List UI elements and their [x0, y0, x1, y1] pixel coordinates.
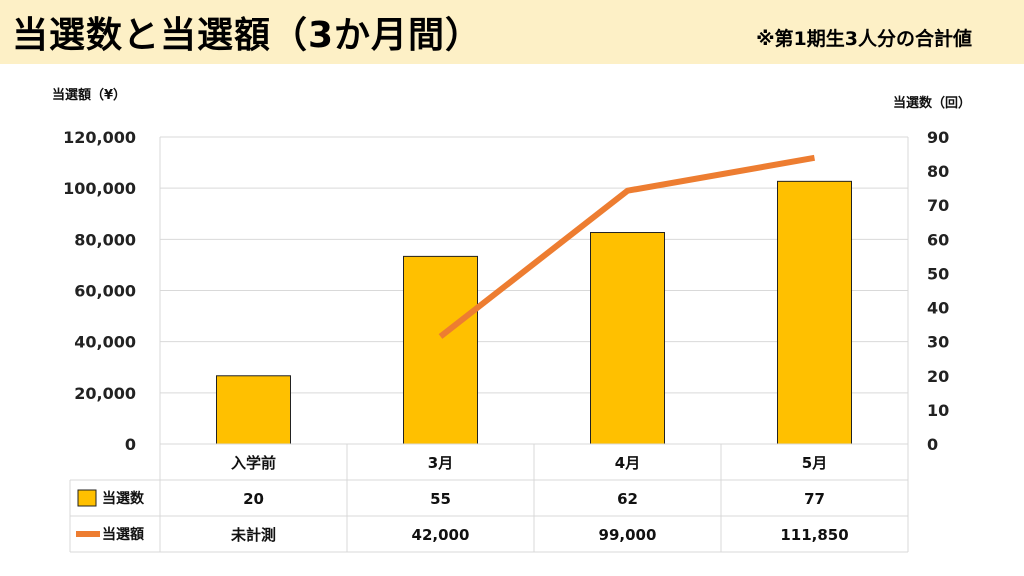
line-当選額 [438, 154, 816, 339]
table-row-label: 当選数 [102, 490, 145, 507]
left-axis-title: 当選額（¥） [52, 88, 127, 103]
header-note: ※第1期生3人分の合計値 [756, 28, 972, 50]
left-axis-tick-label: 60,000 [74, 282, 136, 301]
left-axis-tick-label: 0 [125, 435, 136, 454]
right-axis-tick-label: 20 [927, 367, 949, 386]
right-axis-tick-label: 50 [927, 264, 949, 283]
right-axis-tick-label: 40 [927, 299, 949, 318]
table-cell: 未計測 [230, 526, 276, 544]
table-cell: 20 [243, 490, 264, 508]
right-axis-title: 当選数（回） [893, 96, 972, 111]
table-row-label: 当選額 [102, 526, 144, 543]
right-axis-tick-label: 70 [927, 196, 949, 215]
table-cell: 99,000 [599, 526, 657, 544]
category-label: 入学前 [231, 454, 276, 472]
bar-当選数 [777, 180, 852, 445]
right-axis-tick-label: 80 [927, 162, 949, 181]
right-axis-tick-label: 90 [927, 128, 949, 147]
left-axis-tick-label: 100,000 [63, 179, 136, 198]
table-cell: 55 [430, 490, 451, 508]
right-axis-tick-label: 60 [927, 230, 949, 249]
bar-当選数 [403, 255, 478, 445]
page-title: 当選数と当選額（3か月間） [12, 15, 483, 56]
left-axis-tick-label: 80,000 [74, 230, 136, 249]
bar-当選数 [216, 375, 291, 445]
header-banner: 当選数と当選額（3か月間） ※第1期生3人分の合計値 [0, 0, 1024, 64]
table-cell: 77 [804, 490, 825, 508]
table-cell: 111,850 [780, 526, 848, 544]
left-axis-tick-label: 20,000 [74, 384, 136, 403]
left-axis-tick-label: 120,000 [63, 128, 136, 147]
category-label: 3月 [428, 454, 453, 472]
category-label: 4月 [615, 454, 640, 472]
right-axis-tick-label: 30 [927, 333, 949, 352]
right-axis-tick-label: 0 [927, 435, 938, 454]
bar-当選数 [590, 232, 665, 445]
left-axis-tick-label: 40,000 [74, 333, 136, 352]
legend-key-bar [77, 489, 97, 507]
table-cell: 62 [617, 490, 638, 508]
table-cell: 42,000 [412, 526, 470, 544]
right-axis-tick-label: 10 [927, 401, 949, 420]
category-label: 5月 [802, 454, 827, 472]
